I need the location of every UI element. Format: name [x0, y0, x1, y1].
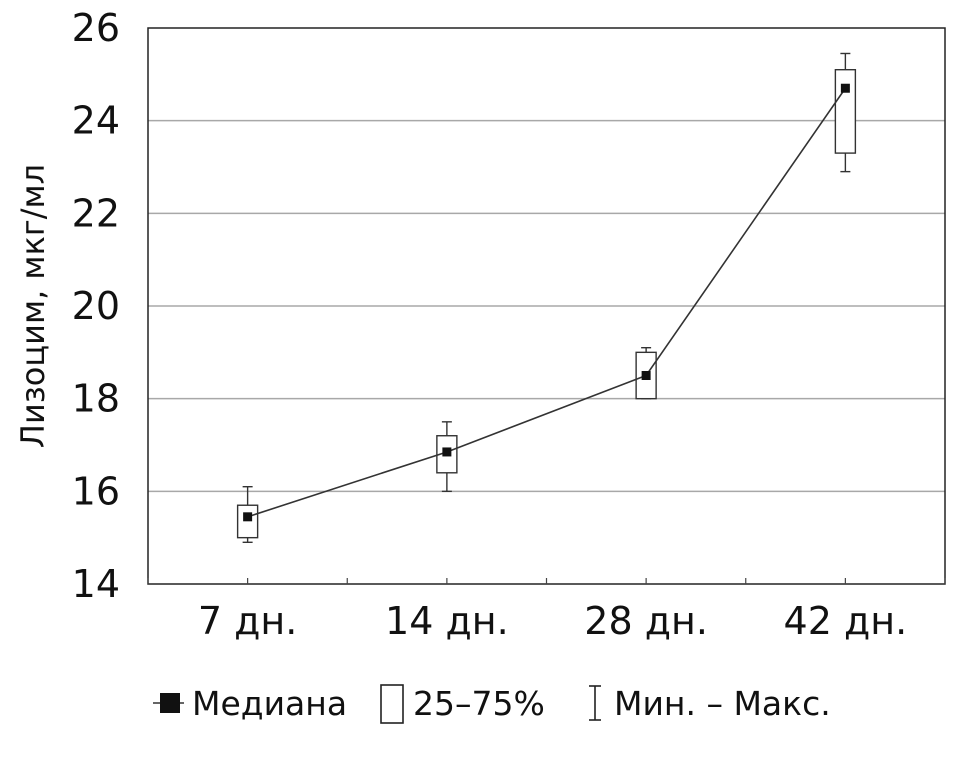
median-point [840, 83, 850, 93]
y-tick-label: 20 [72, 284, 120, 328]
boxes [236, 52, 857, 543]
legend-range-label: Мин. – Макс. [614, 684, 831, 723]
x-tick-label: 28 дн. [584, 599, 708, 643]
y-axis-label: Лизоцим, мкг/мл [14, 164, 52, 448]
legend: Медиана 25–75% Мин. – Макс. [153, 684, 831, 724]
x-tick-label: 14 дн. [385, 599, 509, 643]
x-tick-labels: 7 дн. 14 дн. 28 дн. 42 дн. [198, 599, 907, 643]
median-point [641, 371, 651, 380]
legend-median-label: Медиана [192, 684, 347, 723]
legend-box-symbol [380, 684, 404, 724]
grid-lines [148, 119, 945, 493]
iqr-box [236, 504, 259, 539]
legend-median-marker [160, 693, 180, 713]
median-markers [243, 83, 850, 522]
iqr-box [834, 68, 857, 154]
x-minor-ticks [147, 578, 946, 584]
median-point [243, 512, 253, 522]
y-tick-label: 16 [72, 469, 120, 513]
y-tick-label: 24 [72, 99, 120, 143]
y-tick-label: 22 [72, 191, 120, 235]
y-tick-label: 26 [72, 6, 120, 50]
y-tick-label: 14 [72, 562, 120, 606]
legend-box-label: 25–75% [413, 684, 545, 723]
x-tick-label: 42 дн. [784, 599, 908, 643]
y-tick-labels: 14 16 18 20 22 24 26 [72, 6, 120, 606]
median-point [442, 447, 452, 457]
x-tick-label: 7 дн. [198, 599, 297, 643]
median-trend-line [247, 87, 847, 518]
y-tick-label: 18 [72, 377, 120, 421]
